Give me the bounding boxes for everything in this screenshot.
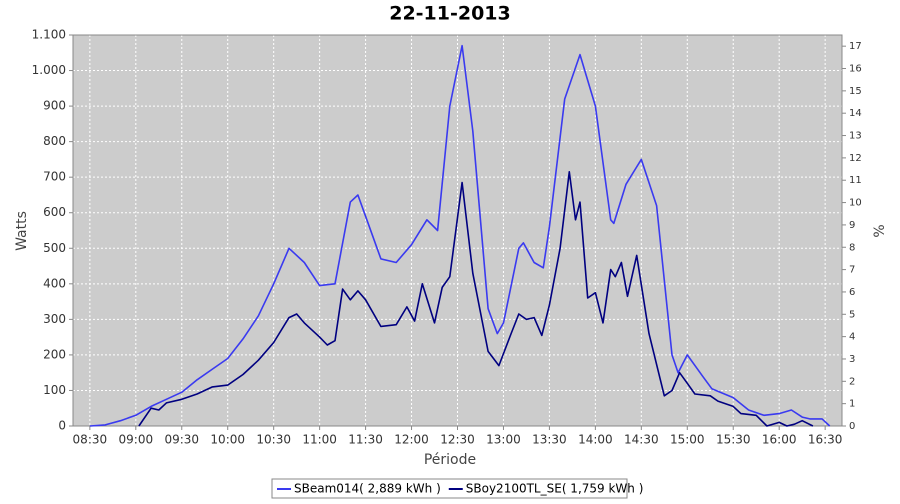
x-tick-label: 09:30 xyxy=(164,433,199,447)
legend-label: SBeam014( 2,889 kWh ) xyxy=(294,482,441,496)
y-tick-label: 600 xyxy=(43,205,66,219)
x-tick-label: 14:30 xyxy=(624,433,659,447)
series-line xyxy=(89,44,831,427)
x-tick-label: 15:00 xyxy=(670,433,705,447)
legend-label: SBoy2100TL_SE( 1,759 kWh ) xyxy=(466,482,644,496)
y2-axis-label: % xyxy=(872,224,888,237)
y2-tick-label: 4 xyxy=(849,332,855,343)
x-tick-label: 16:30 xyxy=(808,433,843,447)
plot-border xyxy=(72,34,843,427)
x-tick-label: 12:30 xyxy=(440,433,475,447)
y2-tick-label: 7 xyxy=(849,265,855,276)
y2-tick-label: 0 xyxy=(849,421,855,432)
y2-tick-label: 12 xyxy=(849,153,862,164)
y-tick-label: 100 xyxy=(43,383,66,397)
y2-tick-label: 2 xyxy=(849,376,855,387)
y2-tick-label: 8 xyxy=(849,242,855,253)
x-tick-label: 11:00 xyxy=(302,433,337,447)
y2-tick-label: 5 xyxy=(849,309,855,320)
y2-tick-label: 16 xyxy=(849,64,862,75)
y2-tick-label: 15 xyxy=(849,86,862,97)
y-tick-label: 500 xyxy=(43,241,66,255)
y2-tick-label: 1 xyxy=(849,399,855,410)
y-tick-label: 300 xyxy=(43,312,66,326)
x-tick-label: 09:00 xyxy=(119,433,154,447)
x-tick-label: 10:30 xyxy=(256,433,291,447)
y-tick-label: 900 xyxy=(43,99,66,113)
y2-tick-label: 11 xyxy=(849,175,862,186)
x-tick-label: 11:30 xyxy=(348,433,383,447)
x-tick-label: 15:30 xyxy=(716,433,751,447)
x-tick-label: 13:30 xyxy=(532,433,567,447)
y2-tick-label: 17 xyxy=(849,41,862,52)
y-tick-label: 0 xyxy=(58,419,66,433)
y-axis-label: Watts xyxy=(14,211,30,251)
y-tick-label: 1.100 xyxy=(32,28,66,42)
y2-tick-label: 10 xyxy=(849,198,862,209)
x-axis-label: Période xyxy=(424,452,476,468)
x-tick-label: 16:00 xyxy=(762,433,797,447)
y-tick-label: 1.000 xyxy=(32,63,66,77)
x-tick-label: 08:30 xyxy=(73,433,108,447)
y2-tick-label: 14 xyxy=(849,108,862,119)
y-tick-label: 700 xyxy=(43,170,66,184)
y-tick-label: 800 xyxy=(43,134,66,148)
x-tick-label: 12:00 xyxy=(394,433,429,447)
series-line xyxy=(138,171,814,427)
y2-tick-label: 9 xyxy=(849,220,855,231)
y2-tick-label: 6 xyxy=(849,287,855,298)
x-tick-label: 13:00 xyxy=(486,433,521,447)
chart-title: 22-11-2013 xyxy=(389,3,511,25)
y-tick-label: 400 xyxy=(43,276,66,290)
y2-tick-label: 13 xyxy=(849,131,862,142)
y2-tick-label: 3 xyxy=(849,354,855,365)
y-tick-label: 200 xyxy=(43,347,66,361)
x-tick-label: 10:00 xyxy=(210,433,245,447)
x-tick-label: 14:00 xyxy=(578,433,613,447)
